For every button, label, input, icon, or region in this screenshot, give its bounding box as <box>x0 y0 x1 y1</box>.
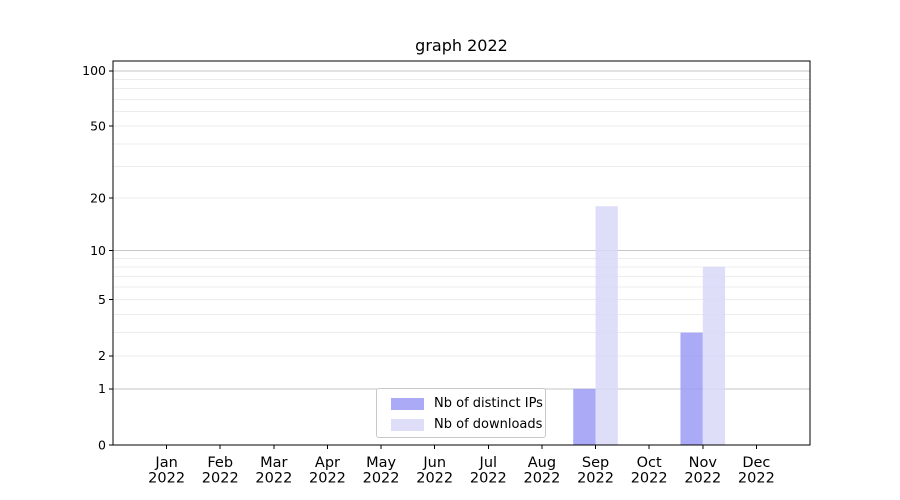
legend: Nb of distinct IPs Nb of downloads <box>376 388 546 438</box>
y-tick-label: 20 <box>90 190 106 205</box>
bar-sep-series1 <box>595 206 618 445</box>
x-tick-label-year: 2022 <box>577 471 614 487</box>
x-tick-label-year: 2022 <box>363 471 400 487</box>
x-tick-label-year: 2022 <box>738 471 775 487</box>
y-tick-label: 5 <box>98 292 106 307</box>
legend-swatch-downloads <box>391 418 424 431</box>
x-tick-label-year: 2022 <box>255 471 292 487</box>
legend-label-distinct-ips: Nb of distinct IPs <box>434 396 543 411</box>
y-tick-label: 100 <box>82 63 106 78</box>
x-tick-label-month: Sep <box>582 455 609 471</box>
bar-nov-series0 <box>680 332 703 445</box>
legend-entry: Nb of distinct IPs <box>377 393 545 414</box>
x-tick-label-year: 2022 <box>523 471 560 487</box>
x-tick-label-year: 2022 <box>631 471 668 487</box>
x-tick-label-month: Aug <box>528 455 556 471</box>
bar-sep-series0 <box>573 388 596 445</box>
legend-entry: Nb of downloads <box>377 414 545 435</box>
x-tick-label-month: Jan <box>154 455 177 471</box>
x-tick-label-year: 2022 <box>202 471 239 487</box>
bar-nov-series1 <box>702 266 726 445</box>
x-tick-label-month: Apr <box>315 455 340 471</box>
y-tick-label: 0 <box>98 437 106 452</box>
chart-title: graph 2022 <box>415 36 508 55</box>
x-tick-label-month: Jul <box>479 455 498 471</box>
x-tick-label-year: 2022 <box>148 471 185 487</box>
x-tick-label-year: 2022 <box>309 471 346 487</box>
y-tick-label: 1 <box>98 381 106 396</box>
y-tick-label: 50 <box>90 119 106 134</box>
legend-swatch-distinct-ips <box>391 397 424 410</box>
x-tick-label-year: 2022 <box>470 471 507 487</box>
y-tick-label: 2 <box>98 348 106 363</box>
x-tick-label-month: May <box>366 455 396 471</box>
x-tick-label-month: Feb <box>207 455 233 471</box>
legend-label-downloads: Nb of downloads <box>434 417 543 432</box>
x-tick-label-month: Dec <box>742 455 770 471</box>
x-tick-label-year: 2022 <box>416 471 453 487</box>
x-tick-label-month: Nov <box>689 455 718 471</box>
x-tick-label-month: Oct <box>637 455 662 471</box>
x-tick-label-year: 2022 <box>684 471 721 487</box>
x-tick-label-month: Mar <box>260 455 287 471</box>
plot-border <box>112 60 811 446</box>
y-tick-label: 10 <box>90 243 106 258</box>
x-tick-label-month: Jun <box>422 455 446 471</box>
